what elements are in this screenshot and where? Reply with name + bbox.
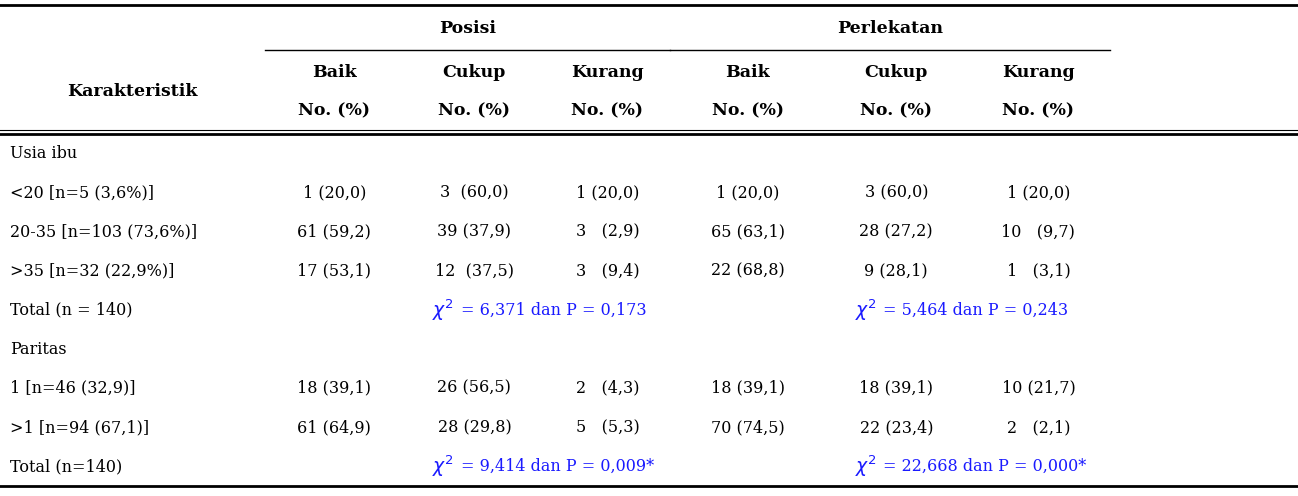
Text: Total (n=140): Total (n=140) [10,458,122,475]
Text: Posisi: Posisi [439,20,496,37]
Text: $\chi^2$: $\chi^2$ [432,297,454,323]
Text: Baik: Baik [312,63,357,80]
Text: No. (%): No. (%) [861,102,932,119]
Text: 20-35 [n=103 (73,6%)]: 20-35 [n=103 (73,6%)] [10,223,197,240]
Text: 61 (59,2): 61 (59,2) [297,223,371,240]
Text: No. (%): No. (%) [571,102,644,119]
Text: 1 (20,0): 1 (20,0) [576,184,639,201]
Text: 18 (39,1): 18 (39,1) [710,380,785,397]
Text: = 6,371 dan P = 0,173: = 6,371 dan P = 0,173 [461,302,646,318]
Text: 3   (9,4): 3 (9,4) [575,262,640,279]
Text: No. (%): No. (%) [439,102,510,119]
Text: 10   (9,7): 10 (9,7) [1002,223,1075,240]
Text: Cukup: Cukup [443,63,506,80]
Text: 28 (27,2): 28 (27,2) [859,223,933,240]
Text: >35 [n=32 (22,9%)]: >35 [n=32 (22,9%)] [10,262,175,279]
Text: 28 (29,8): 28 (29,8) [437,419,511,436]
Text: Baik: Baik [726,63,770,80]
Text: >1 [n=94 (67,1)]: >1 [n=94 (67,1)] [10,419,149,436]
Text: = 9,414 dan P = 0,009*: = 9,414 dan P = 0,009* [461,458,654,475]
Text: = 22,668 dan P = 0,000*: = 22,668 dan P = 0,000* [883,458,1086,475]
Text: 65 (63,1): 65 (63,1) [710,223,785,240]
Text: 17 (53,1): 17 (53,1) [297,262,371,279]
Text: 1 [n=46 (32,9)]: 1 [n=46 (32,9)] [10,380,136,397]
Text: = 5,464 dan P = 0,243: = 5,464 dan P = 0,243 [883,302,1068,318]
Text: $\chi^2$: $\chi^2$ [432,454,454,479]
Text: 1 (20,0): 1 (20,0) [716,184,779,201]
Text: 22 (23,4): 22 (23,4) [859,419,933,436]
Text: Cukup: Cukup [864,63,928,80]
Text: 2   (2,1): 2 (2,1) [1007,419,1070,436]
Text: Kurang: Kurang [571,63,644,80]
Text: No. (%): No. (%) [711,102,784,119]
Text: <20 [n=5 (3,6%)]: <20 [n=5 (3,6%)] [10,184,154,201]
Text: 2   (4,3): 2 (4,3) [576,380,639,397]
Text: No. (%): No. (%) [1002,102,1075,119]
Text: 3  (60,0): 3 (60,0) [440,184,509,201]
Text: Perlekatan: Perlekatan [837,20,942,37]
Text: $\chi^2$: $\chi^2$ [855,297,877,323]
Text: 39 (37,9): 39 (37,9) [437,223,511,240]
Text: 3   (2,9): 3 (2,9) [575,223,640,240]
Text: Karakteristik: Karakteristik [67,83,197,100]
Text: Paritas: Paritas [10,341,67,358]
Text: Usia ibu: Usia ibu [10,145,78,162]
Text: 18 (39,1): 18 (39,1) [859,380,933,397]
Text: 3 (60,0): 3 (60,0) [864,184,928,201]
Text: 61 (64,9): 61 (64,9) [297,419,371,436]
Text: No. (%): No. (%) [299,102,370,119]
Text: 12  (37,5): 12 (37,5) [435,262,514,279]
Text: 70 (74,5): 70 (74,5) [711,419,784,436]
Text: 5   (5,3): 5 (5,3) [575,419,640,436]
Text: 10 (21,7): 10 (21,7) [1002,380,1075,397]
Text: $\chi^2$: $\chi^2$ [855,454,877,479]
Text: 1 (20,0): 1 (20,0) [302,184,366,201]
Text: 9 (28,1): 9 (28,1) [864,262,928,279]
Text: 18 (39,1): 18 (39,1) [297,380,371,397]
Text: 26 (56,5): 26 (56,5) [437,380,511,397]
Text: 1   (3,1): 1 (3,1) [1006,262,1071,279]
Text: Kurang: Kurang [1002,63,1075,80]
Text: 1 (20,0): 1 (20,0) [1007,184,1070,201]
Text: Total (n = 140): Total (n = 140) [10,302,132,318]
Text: 22 (68,8): 22 (68,8) [711,262,784,279]
